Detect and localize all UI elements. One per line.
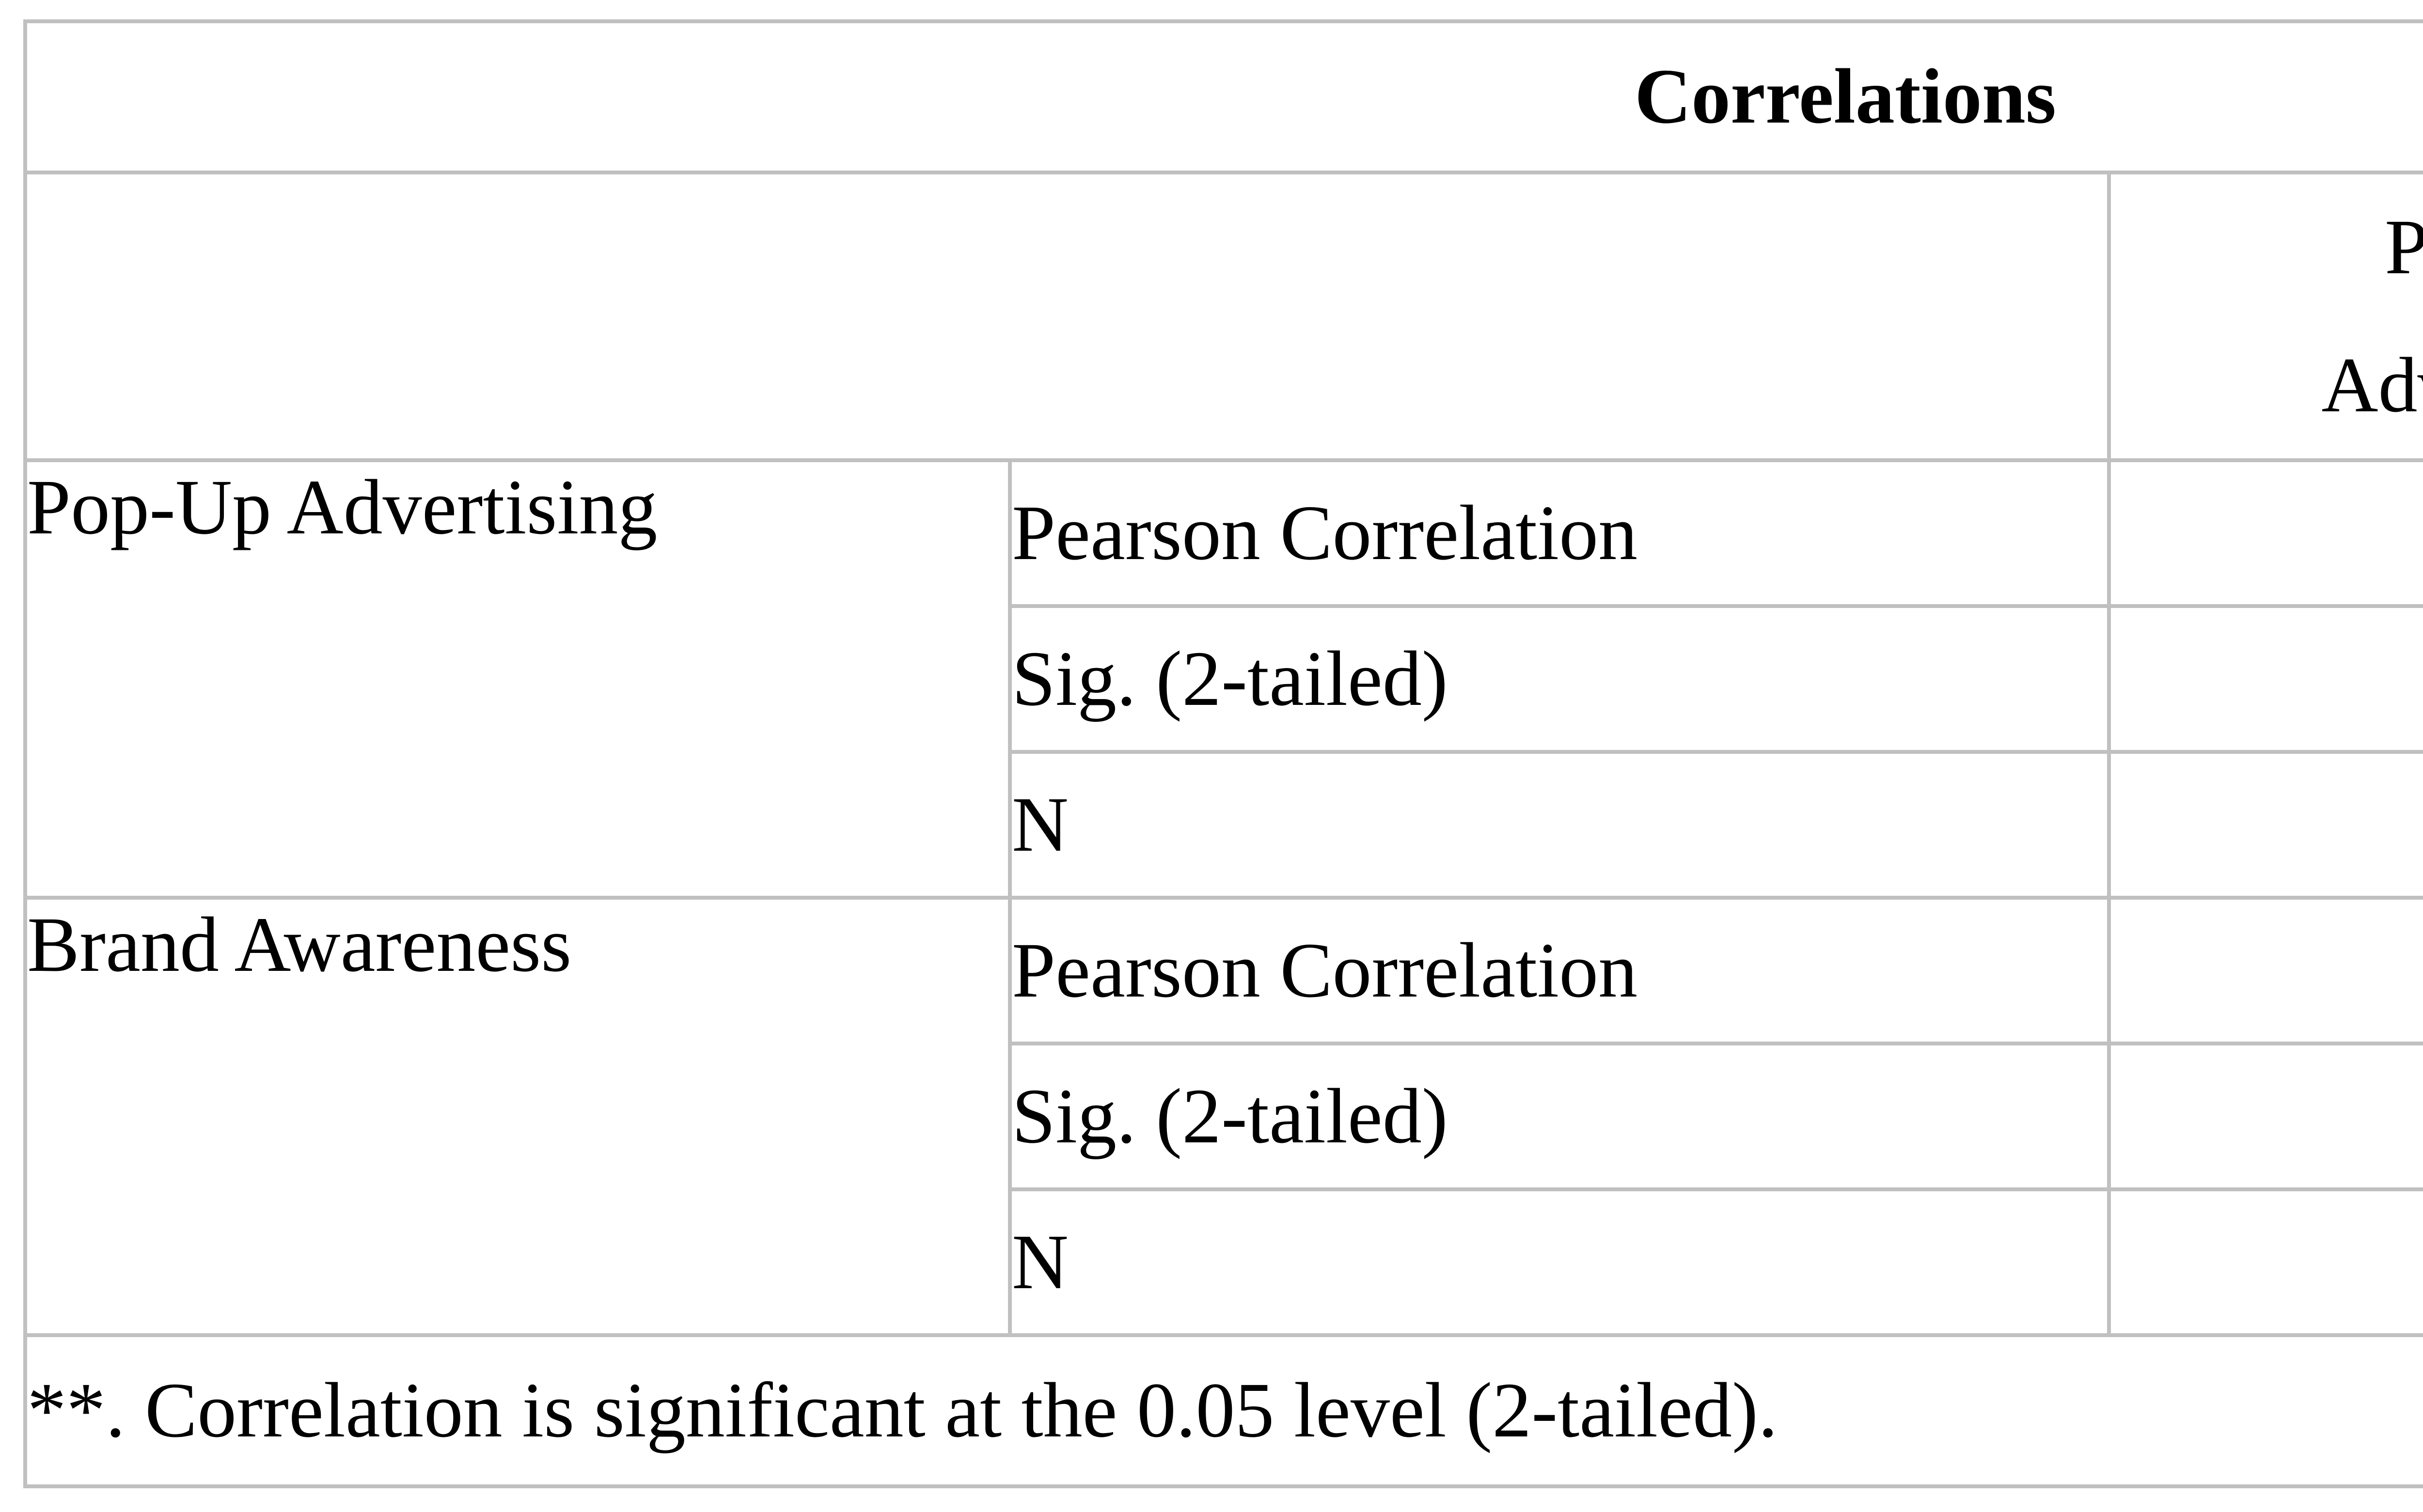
table-row: Brand Awareness Pearson Correlation .844… <box>23 896 2423 1337</box>
stat-label: Pearson Correlation <box>1008 896 2111 1045</box>
value-cell: 119 <box>2107 750 2423 900</box>
header-empty-cell <box>23 171 2111 462</box>
header-line: Pop-Up <box>2113 178 2423 316</box>
stat-label: Pearson Correlation <box>1008 458 2111 608</box>
title-row: Correlations <box>23 19 2423 174</box>
column-header-popup-advertising: Pop-Up Advertising <box>2107 171 2423 462</box>
table-title: Correlations <box>23 19 2423 174</box>
table-row: N 119 119 <box>25 750 2423 900</box>
value-cell: .000 <box>2107 1042 2423 1191</box>
table-row: Pop-Up Advertising Pearson Correlation 1… <box>23 458 2423 900</box>
header-row: Pop-Up Advertising Brand Awareness <box>23 171 2423 462</box>
stat-label: Sig. (2-tailed) <box>1008 1042 2111 1191</box>
significance-footnote: **. Correlation is significant at the 0.… <box>23 1333 2423 1488</box>
stat-label: Sig. (2-tailed) <box>1008 604 2111 754</box>
correlations-table: Correlations Pop-Up Advertising Brand Aw… <box>23 19 2423 1488</box>
stat-label: N <box>1008 750 2111 900</box>
table-row: Sig. (2-tailed) .000 <box>25 604 2423 754</box>
header-line: Advertising <box>2321 342 2423 429</box>
value-cell: 1 <box>2107 458 2423 608</box>
stat-label: N <box>1008 1187 2111 1337</box>
row-group-label-brand-awareness: Brand Awareness <box>23 896 1012 1337</box>
row-group-label-popup-advertising: Pop-Up Advertising <box>23 458 1012 900</box>
value-cell <box>2107 604 2423 754</box>
correlations-table-wrapper: Correlations Pop-Up Advertising Brand Aw… <box>23 19 2423 1488</box>
value-cell: 119 <box>2107 1187 2423 1337</box>
value-cell: .844 <box>2107 896 2423 1045</box>
footnote-row: **. Correlation is significant at the 0.… <box>23 1333 2423 1488</box>
table-row: N 119 119 <box>25 1187 2423 1337</box>
table-row: Sig. (2-tailed) .000 <box>25 1042 2423 1191</box>
